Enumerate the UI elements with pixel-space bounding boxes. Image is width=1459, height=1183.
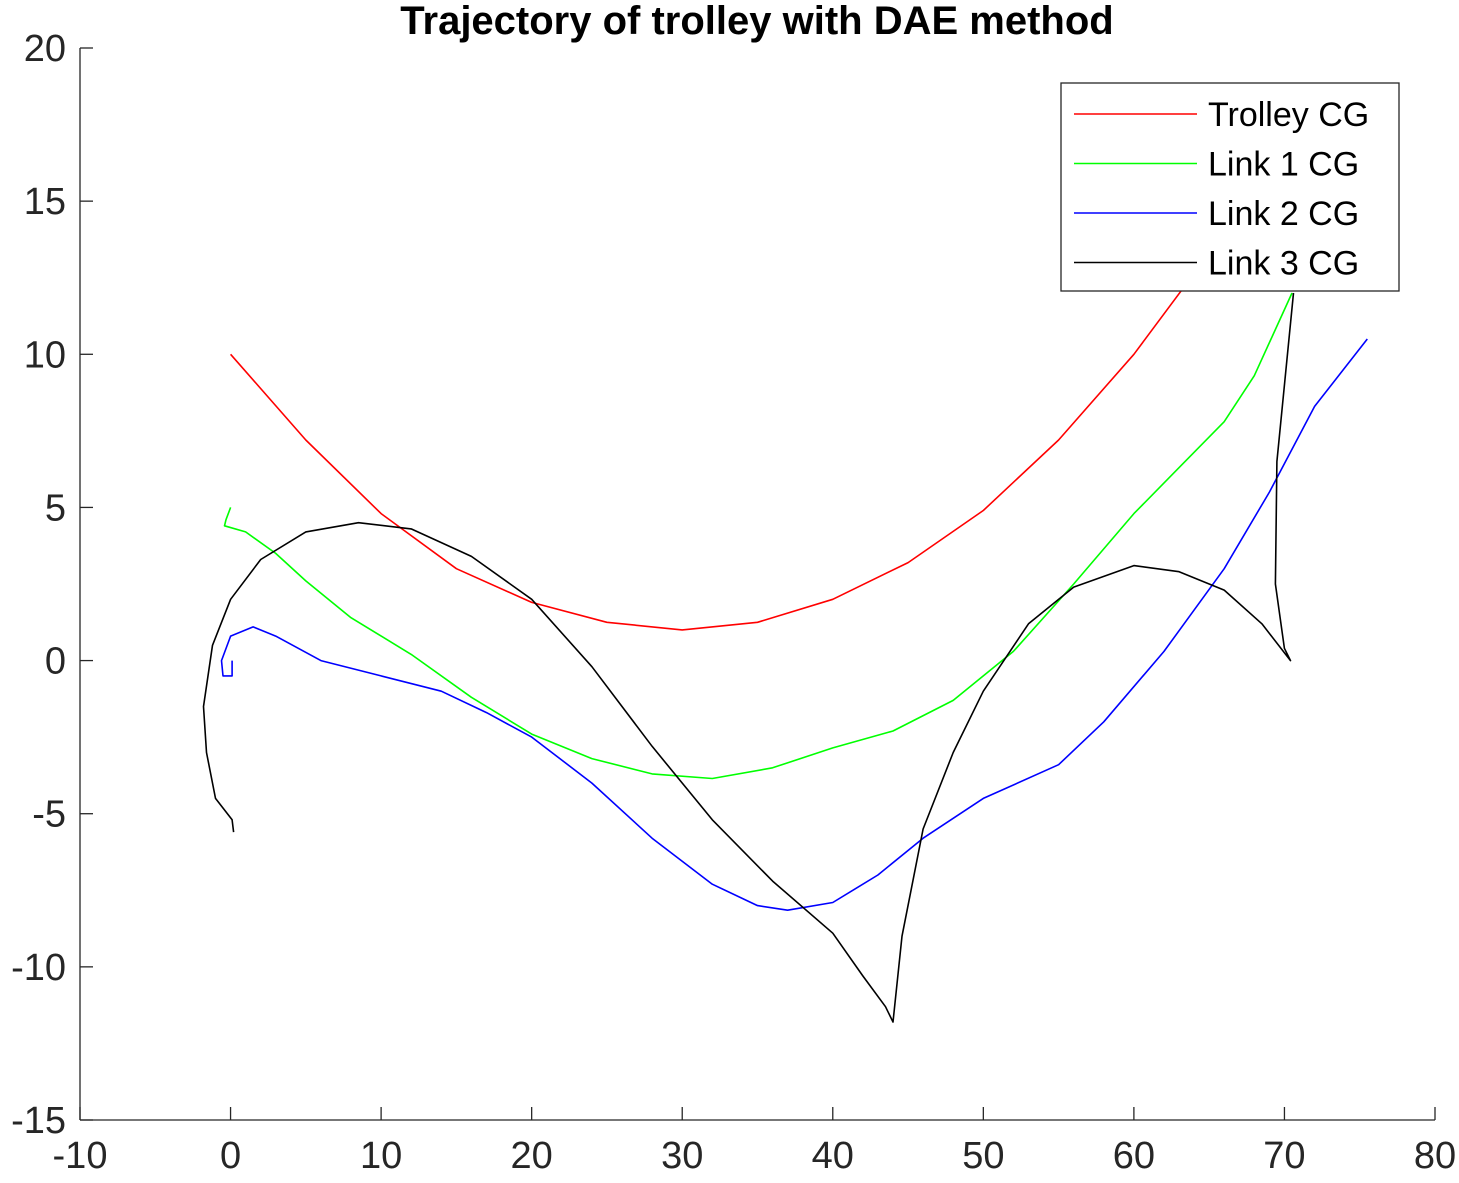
- y-tick-label: -10: [11, 947, 66, 989]
- series-layer: [202, 252, 1368, 1023]
- y-tick-label: -15: [11, 1100, 66, 1142]
- x-tick-label: 0: [220, 1135, 241, 1177]
- series-line-3: [220, 338, 1368, 911]
- legend-label-3: Link 2 CG: [1208, 195, 1359, 233]
- x-tick-label: 20: [511, 1135, 553, 1177]
- y-tick-label: -5: [32, 794, 66, 836]
- y-tick-label: 15: [24, 181, 66, 223]
- y-tick-label: 20: [24, 28, 66, 70]
- x-tick-label: 30: [661, 1135, 703, 1177]
- x-tick-label: 60: [1113, 1135, 1155, 1177]
- x-tick-label: 50: [962, 1135, 1004, 1177]
- x-tick-label: 40: [812, 1135, 854, 1177]
- legend-label-1: Trolley CG: [1208, 96, 1369, 134]
- legend-label-2: Link 1 CG: [1208, 146, 1359, 184]
- legend-box: [1060, 82, 1400, 292]
- y-tick-label: 10: [24, 334, 66, 376]
- series-line-4: [202, 292, 1295, 1023]
- series-line-1: [229, 252, 1210, 631]
- legend: Trolley CG Link 1 CG Link 2 CG Link 3 CG: [1060, 82, 1400, 292]
- x-tick-label: 80: [1414, 1135, 1456, 1177]
- y-tick-label: 5: [45, 487, 66, 529]
- x-tick-label: 70: [1263, 1135, 1305, 1177]
- y-tick-label: 0: [45, 641, 66, 683]
- legend-label-4: Link 3 CG: [1208, 245, 1359, 283]
- x-tick-label: 10: [360, 1135, 402, 1177]
- series-line-2: [223, 292, 1293, 780]
- chart-title: Trajectory of trolley with DAE method: [400, 0, 1113, 43]
- x-tick-label: -10: [53, 1135, 108, 1177]
